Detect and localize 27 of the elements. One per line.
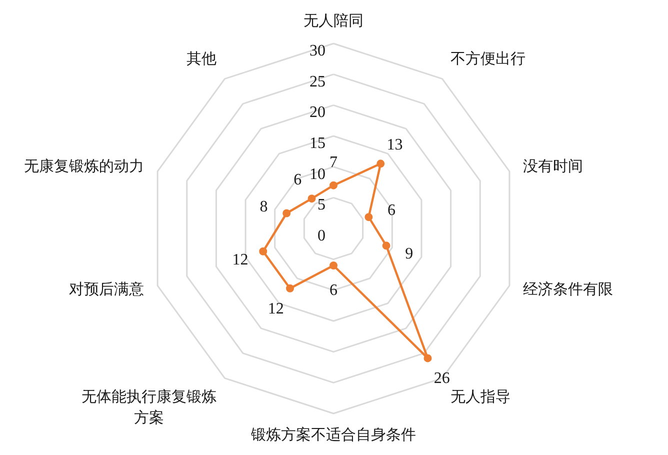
y-tick-label: 20 <box>310 104 326 122</box>
spoke-label: 经济条件有限 <box>522 280 613 298</box>
spoke-label: 其他 <box>186 50 217 68</box>
data-label: 26 <box>434 370 450 388</box>
spoke-label: 不方便出行 <box>450 50 526 68</box>
spoke-label: 没有时间 <box>522 158 583 176</box>
data-label: 12 <box>268 300 284 318</box>
data-label: 12 <box>232 251 248 268</box>
y-tick-label: 5 <box>318 196 326 214</box>
y-tick-label: 0 <box>318 228 326 244</box>
spoke-label: 无人指导 <box>450 388 510 406</box>
data-label: 6 <box>388 202 396 220</box>
data-label: 6 <box>330 282 338 299</box>
spoke-label: 无人陪同 <box>304 12 364 30</box>
spoke-label: 对预后满意 <box>69 280 144 298</box>
data-label: 7 <box>330 154 338 171</box>
data-label: 9 <box>405 246 414 263</box>
spoke-label: 锻炼方案不适合自身条件 <box>250 426 416 444</box>
y-tick-label: 10 <box>310 166 326 183</box>
y-tick-label: 30 <box>310 42 326 60</box>
spoke-label: 无体能执行康复锻炼方案 <box>82 388 217 426</box>
y-tick-label: 15 <box>310 135 326 152</box>
y-tick-label: 25 <box>310 73 326 90</box>
data-label: 8 <box>260 198 268 216</box>
spoke-label: 无康复锻炼的动力 <box>24 158 144 176</box>
data-label: 6 <box>294 172 302 189</box>
data-label: 13 <box>386 136 403 154</box>
